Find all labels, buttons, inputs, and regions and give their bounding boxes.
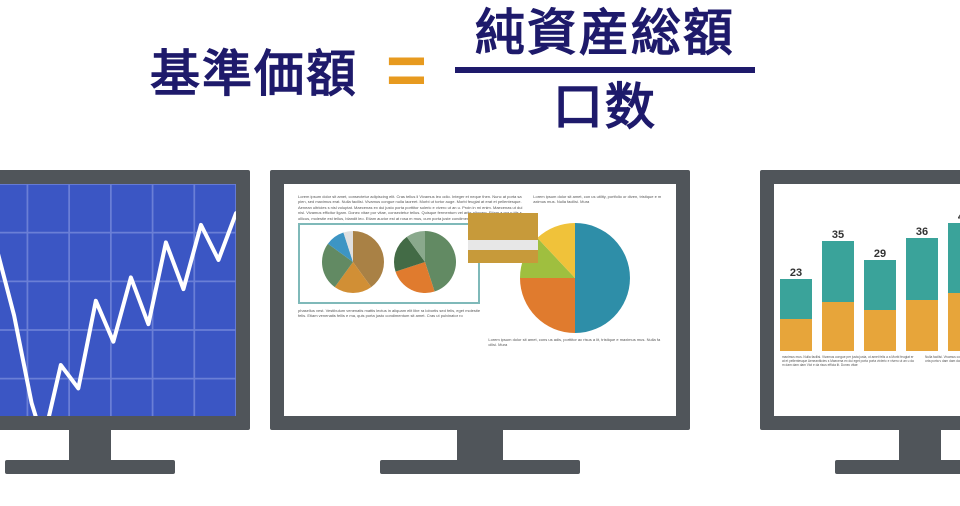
bar: 41 [948,211,960,351]
formula-bar [455,67,755,73]
monitor-left-base [5,460,175,474]
pie-small-1 [322,231,384,298]
bar: 29 [864,248,896,351]
line-chart [0,184,236,416]
report-footer-left: phasellus vest. Vestibulum venenatis mat… [298,308,480,319]
report-header-right: Lorem ipsum dolor sit amet, con us utili… [533,194,662,221]
formula-numerator: 純資産総額 [475,7,735,60]
bar-chart: 23 35 29 36 41 [774,184,960,351]
monitor-left-screen [0,184,236,416]
monitor-left-bezel [0,170,250,430]
formula-equals: = [386,35,427,105]
pie-small-2 [394,231,456,298]
bar: 35 [822,229,854,351]
monitor-center-screen: Lorem ipsum dolor sit amet, consectetur … [284,184,676,416]
monitor-center: Lorem ipsum dolor sit amet, consectetur … [270,170,690,430]
monitor-center-bezel: Lorem ipsum dolor sit amet, consectetur … [270,170,690,430]
monitor-right-bezel: 23 35 29 36 41 maximus mus. Nulla facilisi. V… [760,170,960,430]
monitor-right-screen: 23 35 29 36 41 maximus mus. Nulla facilisi. V… [774,184,960,416]
infographic-stage: 基準価額 = 純資産総額 口数 Lorem ipsum dolor sit am… [0,0,960,506]
report-page: Lorem ipsum dolor sit amet, consectetur … [290,190,670,410]
formula-denominator: 口数 [553,81,657,134]
bar: 36 [906,226,938,351]
monitor-left [0,170,250,430]
bar: 23 [780,267,812,351]
bars-footer-2: Nulla facilisi. Vivamus congue pers a a … [925,355,960,412]
bar-label: 35 [832,229,844,241]
formula-left: 基準価額 [150,34,358,106]
monitor-right: 23 35 29 36 41 maximus mus. Nulla facilisi. V… [760,170,960,430]
monitor-right-neck [899,430,941,460]
formula-fraction: 純資産総額 口数 [455,7,755,134]
report-badge [468,213,538,263]
bars-footer-1: maximus mus. Nulla facilisi. Vivamus con… [782,355,915,412]
monitor-right-base [835,460,960,474]
monitor-center-neck [457,430,503,460]
bar-label: 36 [916,226,928,238]
bar-label: 29 [874,248,886,260]
nav-formula: 基準価額 = 純資産総額 口数 [150,10,850,130]
small-pies-frame [298,223,480,304]
monitor-left-neck [69,430,111,460]
report-footer-right: Lorem ipsum dolor sit amet, cons us adis… [488,337,662,348]
monitor-center-base [380,460,580,474]
bar-label: 23 [790,267,802,279]
